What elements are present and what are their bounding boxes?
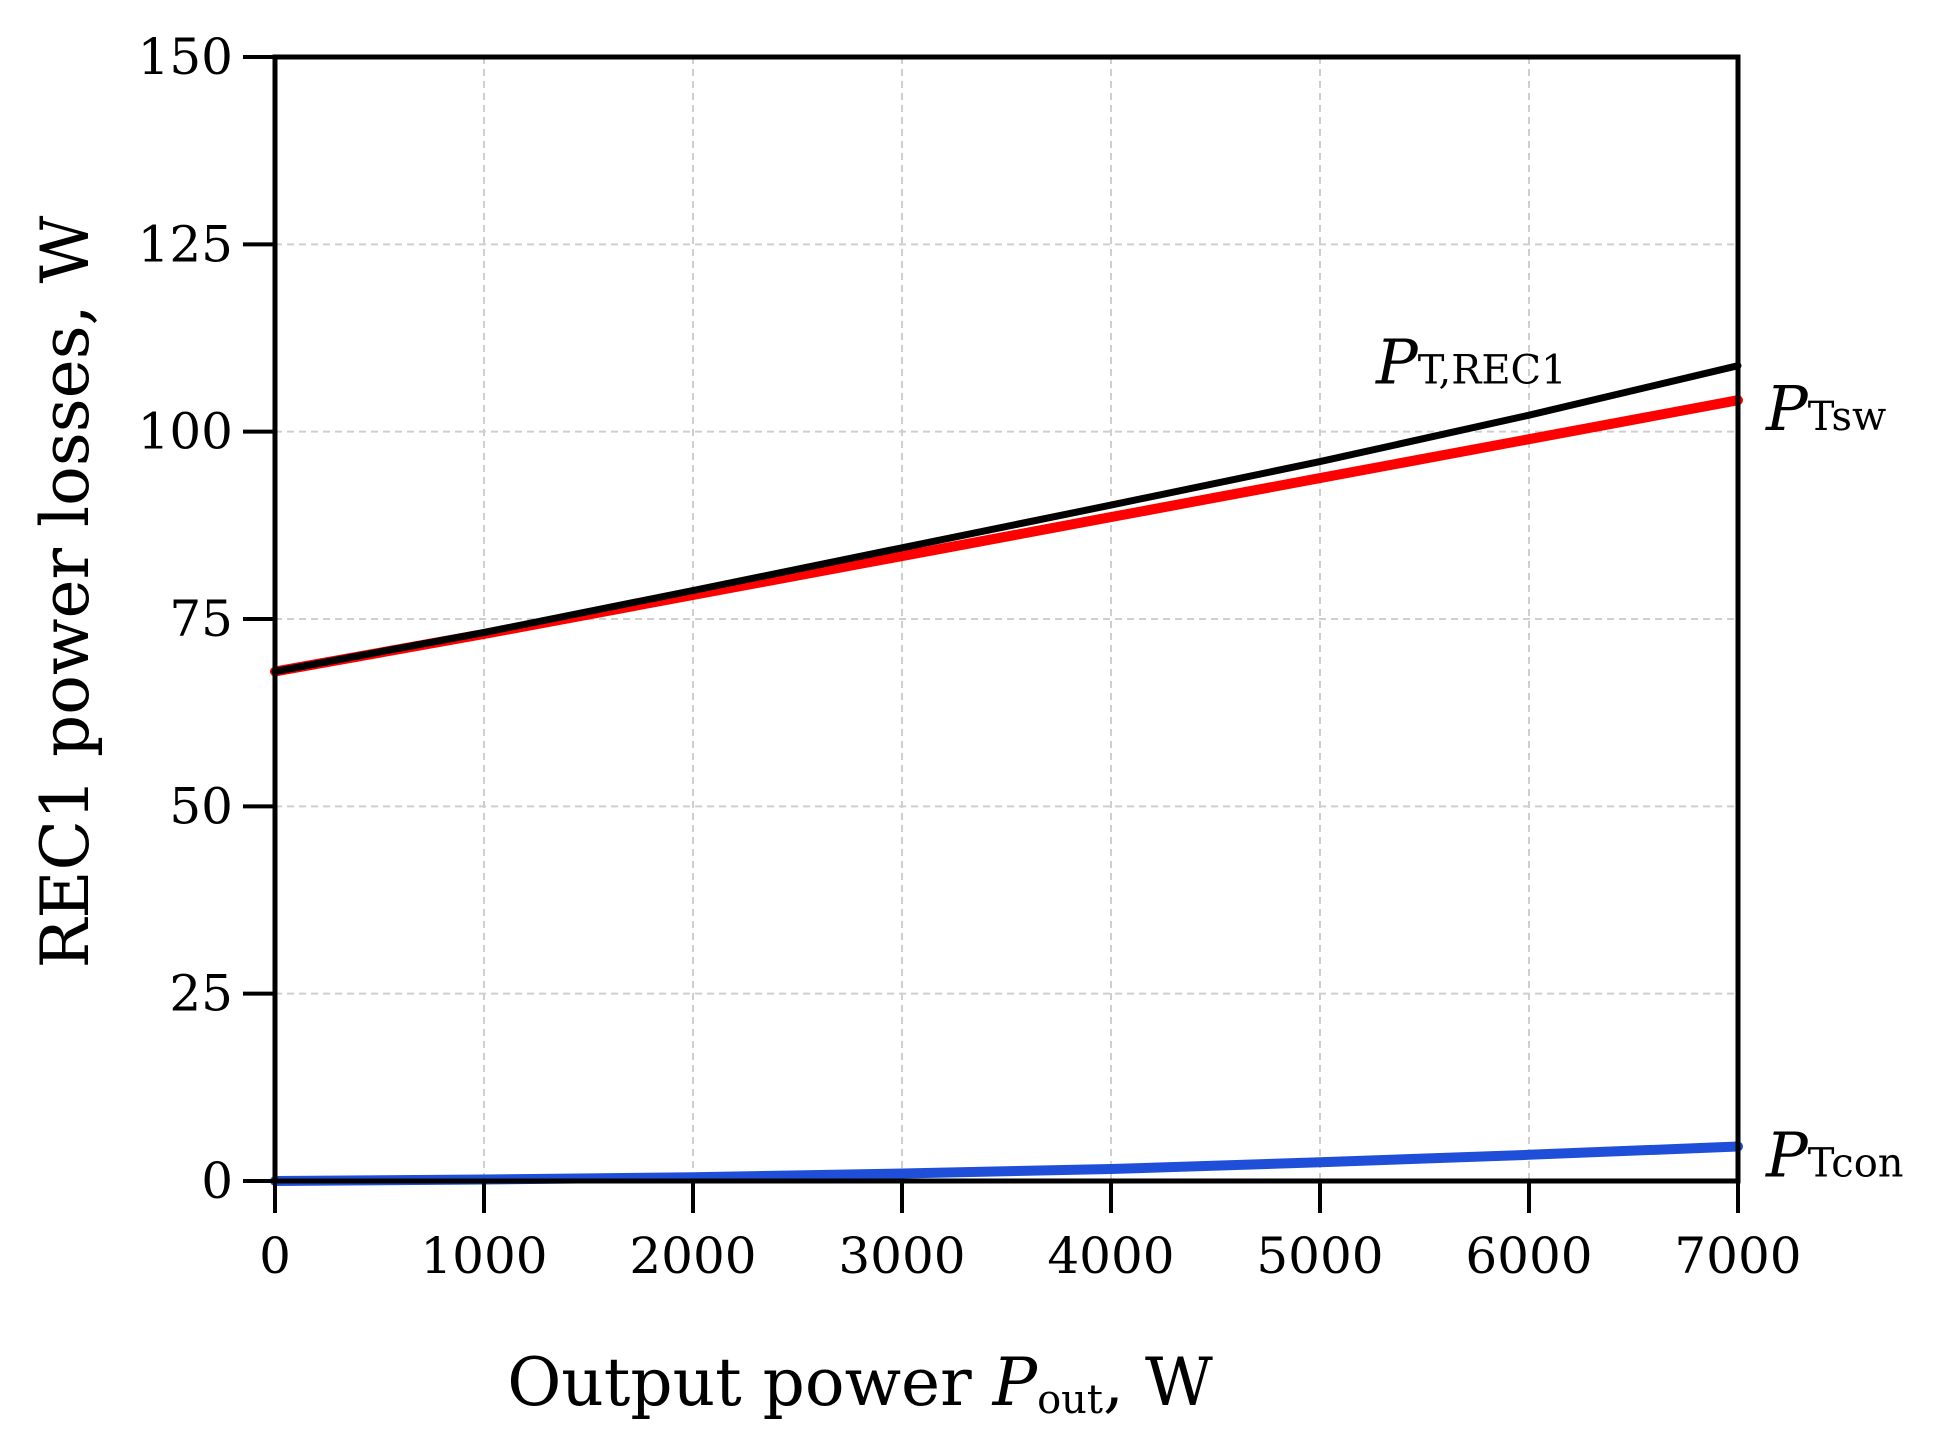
grid-lines — [275, 57, 1738, 1181]
y-tick-label: 100 — [138, 403, 233, 461]
y-axis-title: REC1 power losses, W — [27, 215, 104, 968]
x-axis-title-symbol: P — [992, 1344, 1039, 1421]
series-line-tcon — [270, 1141, 1743, 1186]
x-tick-label: 4000 — [1047, 1227, 1174, 1285]
x-axis-title-suffix: , W — [1103, 1344, 1213, 1421]
series-label-symbol: P — [1375, 326, 1419, 399]
x-tick-label: 2000 — [629, 1227, 756, 1285]
x-axis-title: Output power Pout, W — [507, 1344, 1213, 1423]
x-tick-label: 5000 — [1256, 1227, 1383, 1285]
x-tick-label: 3000 — [838, 1227, 965, 1285]
tick-labels: 0 25 50 75 100 125 150 0 1000 2000 3000 4000 5000 600… — [138, 28, 1802, 1285]
series-lines — [270, 362, 1743, 1186]
x-axis-title-subscript: out — [1037, 1377, 1103, 1423]
x-tick-label: 0 — [259, 1227, 291, 1285]
series-label-tsw: PTsw — [1765, 372, 1886, 445]
series-label-subscript: Tcon — [1808, 1141, 1904, 1187]
series-label-tcon: PTcon — [1765, 1119, 1904, 1192]
axes — [243, 54, 1741, 1213]
y-tick-label: 75 — [169, 590, 233, 648]
series-label-subscript: Tsw — [1808, 394, 1887, 440]
series-label-symbol: P — [1765, 1119, 1809, 1192]
series-label-symbol: P — [1765, 372, 1809, 445]
y-tick-label: 0 — [201, 1152, 233, 1210]
x-tick-label: 1000 — [420, 1227, 547, 1285]
series-label-subscript: T,REC1 — [1418, 348, 1567, 394]
series-line-t-rec1 — [271, 362, 1742, 675]
x-tick-label: 6000 — [1465, 1227, 1592, 1285]
series-label-t-rec1: PT,REC1 — [1375, 326, 1567, 399]
x-tick-label: 7000 — [1674, 1227, 1801, 1285]
y-tick-label: 150 — [138, 28, 233, 86]
x-axis-title-prefix: Output power — [507, 1344, 992, 1421]
y-tick-label: 125 — [138, 215, 233, 273]
y-tick-label: 25 — [169, 965, 233, 1023]
y-tick-label: 50 — [169, 777, 233, 835]
